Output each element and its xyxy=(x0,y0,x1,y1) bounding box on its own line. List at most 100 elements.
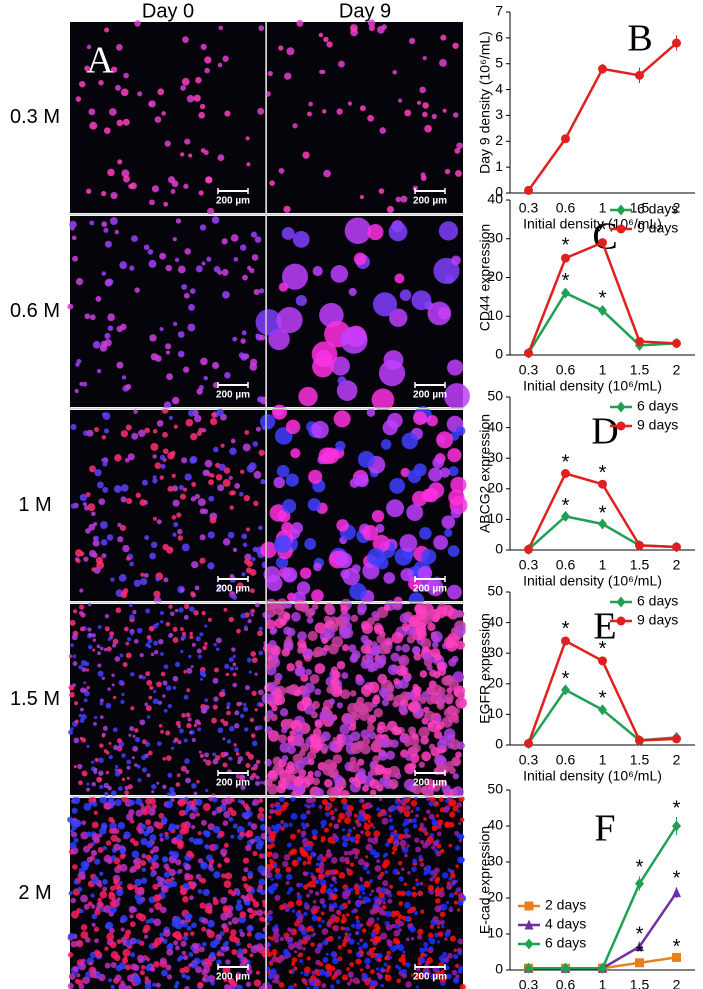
cell xyxy=(72,808,78,814)
cell xyxy=(184,615,189,620)
x-tick-label: 1.5 xyxy=(630,362,650,378)
cell xyxy=(329,810,334,815)
cell xyxy=(434,878,439,883)
cell xyxy=(400,891,406,897)
cell xyxy=(256,888,261,893)
cell xyxy=(86,189,91,194)
cell xyxy=(178,535,183,540)
cell xyxy=(323,170,331,178)
cell xyxy=(146,841,153,848)
cell xyxy=(96,951,102,957)
cell xyxy=(440,920,445,925)
cell xyxy=(216,647,220,651)
cell xyxy=(83,556,88,561)
cell xyxy=(338,945,342,949)
cell xyxy=(224,857,229,862)
cell xyxy=(255,334,259,338)
cell xyxy=(165,731,170,736)
cell xyxy=(254,979,261,986)
cell xyxy=(122,545,129,552)
y-tick-label: 0 xyxy=(495,961,503,977)
cell xyxy=(308,978,313,983)
cell xyxy=(252,799,259,806)
cell xyxy=(201,708,207,714)
cell xyxy=(353,977,360,984)
cell xyxy=(329,869,335,875)
cell xyxy=(240,244,246,250)
cell xyxy=(90,314,96,320)
cell xyxy=(117,523,121,527)
cell xyxy=(427,415,438,426)
cell xyxy=(396,979,401,984)
cell xyxy=(227,739,231,743)
cell xyxy=(334,881,337,884)
cell xyxy=(120,915,127,922)
cell xyxy=(252,773,257,778)
cell xyxy=(258,526,263,531)
cell xyxy=(190,804,196,810)
cell xyxy=(455,974,459,978)
cell xyxy=(300,604,308,612)
cell xyxy=(302,861,306,865)
cell xyxy=(118,786,123,791)
cell xyxy=(306,810,311,815)
cell xyxy=(149,686,153,690)
cell xyxy=(230,835,234,839)
cell xyxy=(166,350,170,354)
cell xyxy=(438,697,446,705)
cell xyxy=(314,969,318,973)
cell xyxy=(163,202,168,207)
cell xyxy=(200,224,206,230)
cell xyxy=(303,844,307,848)
cell xyxy=(137,765,141,769)
cell xyxy=(97,645,101,649)
cell xyxy=(282,264,308,290)
cell xyxy=(315,720,323,728)
cell xyxy=(185,770,189,774)
cell xyxy=(229,757,233,761)
cell xyxy=(322,940,327,945)
cell xyxy=(280,742,291,753)
cell xyxy=(218,63,223,68)
cell xyxy=(156,782,159,785)
cell xyxy=(89,122,97,130)
cell xyxy=(331,679,340,688)
cell xyxy=(429,814,435,820)
cell xyxy=(205,906,213,914)
cell xyxy=(257,396,263,402)
cell xyxy=(245,810,252,817)
cell xyxy=(383,859,390,866)
cell xyxy=(201,820,207,826)
cell xyxy=(117,120,124,127)
cell xyxy=(271,705,277,711)
cell xyxy=(420,862,424,866)
cell xyxy=(257,630,263,636)
cell xyxy=(146,828,152,834)
cell xyxy=(130,963,137,970)
cell xyxy=(212,811,217,816)
cell xyxy=(233,743,236,746)
cell xyxy=(380,872,385,877)
cell xyxy=(148,696,152,700)
cell xyxy=(423,653,431,661)
cell xyxy=(223,811,230,818)
cell xyxy=(434,905,441,912)
cell xyxy=(408,701,420,713)
cell xyxy=(150,443,158,451)
cell xyxy=(266,868,271,873)
cell xyxy=(374,708,383,717)
cell xyxy=(407,871,410,874)
cell xyxy=(345,810,352,817)
cell xyxy=(176,512,181,517)
cell xyxy=(117,326,123,332)
cell xyxy=(179,728,184,733)
cell xyxy=(234,483,240,489)
cell xyxy=(400,840,407,847)
cell xyxy=(204,68,210,74)
cell xyxy=(367,724,375,732)
cell xyxy=(367,408,375,416)
cell xyxy=(401,868,404,871)
cell xyxy=(275,924,279,928)
cell xyxy=(120,700,124,704)
